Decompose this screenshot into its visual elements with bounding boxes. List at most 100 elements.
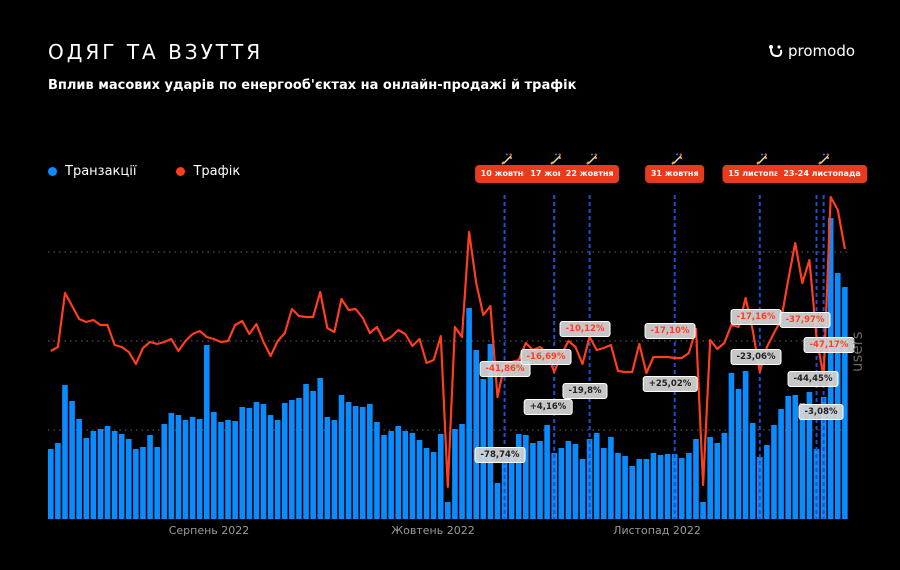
transaction-bar — [707, 437, 713, 519]
transaction-bar — [749, 423, 756, 519]
event-date-label: 31 жовтня — [644, 165, 705, 183]
chart-subtitle: Вплив масових ударів по енергооб'єктах н… — [48, 78, 577, 93]
transaction-bar — [267, 415, 274, 519]
rocket-icon — [671, 150, 683, 165]
transaction-bar — [352, 406, 359, 519]
transaction-bar — [381, 435, 387, 519]
transaction-bar — [147, 435, 153, 519]
annotation-label: -3,08% — [798, 404, 844, 420]
transaction-bar — [466, 308, 472, 519]
x-tick-label: Серпень 2022 — [168, 524, 250, 537]
transaction-bar — [140, 447, 146, 519]
transaction-bar — [452, 429, 458, 519]
transaction-bar — [83, 438, 90, 519]
transaction-bar — [785, 396, 791, 519]
transaction-bar — [445, 502, 451, 519]
transaction-bar — [218, 422, 224, 519]
transaction-bar — [324, 417, 331, 519]
transaction-bar — [253, 402, 260, 519]
transaction-bar — [565, 441, 572, 519]
transaction-bar — [388, 431, 394, 519]
transaction-bar — [579, 459, 586, 519]
transaction-bar — [629, 466, 635, 519]
annotation-label: -10,12% — [559, 321, 611, 337]
legend-red-dot-icon — [176, 167, 186, 176]
transaction-bar — [317, 378, 324, 519]
transaction-bar — [296, 398, 302, 519]
rocket-icon — [550, 150, 562, 165]
annotation-label: -23,06% — [730, 349, 782, 365]
transaction-bar — [714, 443, 721, 519]
transaction-bar — [608, 437, 614, 519]
transaction-bar — [686, 453, 692, 519]
transaction-bar — [154, 447, 160, 519]
transaction-bar — [310, 391, 316, 519]
promodo-logo-icon — [769, 45, 783, 58]
transaction-bar — [537, 441, 543, 519]
transaction-bar — [764, 445, 770, 519]
transaction-bar — [203, 345, 210, 519]
transaction-bar — [338, 395, 345, 519]
transaction-bar — [757, 457, 763, 519]
transaction-bar — [367, 404, 373, 519]
transaction-bar — [225, 420, 231, 519]
transaction-bar — [189, 417, 196, 519]
transaction-bar — [593, 433, 600, 519]
transaction-bar — [650, 453, 657, 519]
transaction-bar — [161, 424, 168, 519]
transaction-bar — [643, 459, 650, 519]
annotation-label: -41,86% — [479, 361, 531, 377]
transaction-bar — [69, 401, 75, 519]
transaction-bar — [742, 371, 749, 519]
transaction-bar — [799, 403, 806, 519]
legend-blue-dot-icon — [48, 167, 57, 176]
legend-label: Транзакції — [65, 164, 137, 179]
annotation-label: +4,16% — [523, 399, 573, 415]
transaction-bar — [508, 450, 515, 519]
annotation-label: +25,02% — [642, 376, 698, 392]
transaction-bar — [515, 434, 522, 519]
transaction-bar — [842, 287, 848, 519]
transaction-bar — [118, 434, 125, 519]
transaction-bar — [232, 421, 238, 519]
transaction-bar — [671, 454, 678, 519]
page-title: ОДЯГ ТА ВЗУТТЯ — [48, 40, 264, 64]
event-date-label: 23-24 листопада — [777, 165, 867, 183]
annotation-label: -78,74% — [474, 447, 526, 463]
legend-traffic: Трафік — [176, 164, 240, 179]
transaction-bar — [274, 420, 281, 519]
transaction-bar — [182, 420, 189, 519]
rocket-icon — [500, 150, 513, 165]
transaction-bar — [90, 431, 97, 519]
transaction-bar — [175, 415, 182, 519]
transaction-bar — [281, 403, 288, 519]
transaction-bar — [168, 413, 175, 519]
transaction-bar — [289, 400, 295, 519]
transaction-bar — [601, 448, 607, 519]
annotation-label: -17,16% — [730, 309, 782, 325]
transaction-bar — [104, 426, 111, 519]
legend-label: Трафік — [193, 164, 241, 179]
annotation-label: -37,97% — [779, 312, 831, 328]
traffic-line — [50, 195, 846, 489]
transaction-bar — [125, 439, 132, 519]
transaction-bar — [558, 448, 565, 519]
transaction-bar — [395, 426, 402, 519]
transaction-bar — [615, 453, 621, 519]
rocket-icon — [585, 150, 598, 165]
transaction-bar — [331, 420, 338, 519]
transaction-bar — [55, 443, 61, 519]
transaction-bar — [636, 459, 643, 519]
transaction-bar — [402, 431, 409, 519]
transaction-bar — [622, 456, 628, 519]
transaction-bar — [530, 443, 536, 519]
transaction-bar — [487, 344, 494, 519]
transaction-bar — [97, 429, 104, 519]
transaction-bar — [359, 407, 366, 519]
transaction-bar — [700, 502, 706, 519]
transaction-bar — [430, 452, 437, 519]
transaction-bar — [664, 454, 671, 519]
annotation-label: -19,8% — [562, 383, 608, 399]
annotation-label: -16,69% — [520, 349, 572, 365]
transaction-bar — [728, 373, 735, 519]
